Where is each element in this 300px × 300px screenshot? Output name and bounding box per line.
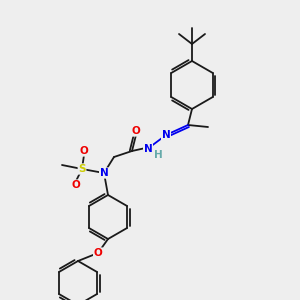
- Text: N: N: [100, 168, 108, 178]
- Text: O: O: [80, 146, 88, 156]
- Text: H: H: [154, 150, 162, 160]
- Text: N: N: [162, 130, 170, 140]
- Text: O: O: [94, 248, 102, 258]
- Text: O: O: [72, 180, 80, 190]
- Text: S: S: [78, 164, 86, 174]
- Text: N: N: [144, 144, 152, 154]
- Text: O: O: [132, 126, 140, 136]
